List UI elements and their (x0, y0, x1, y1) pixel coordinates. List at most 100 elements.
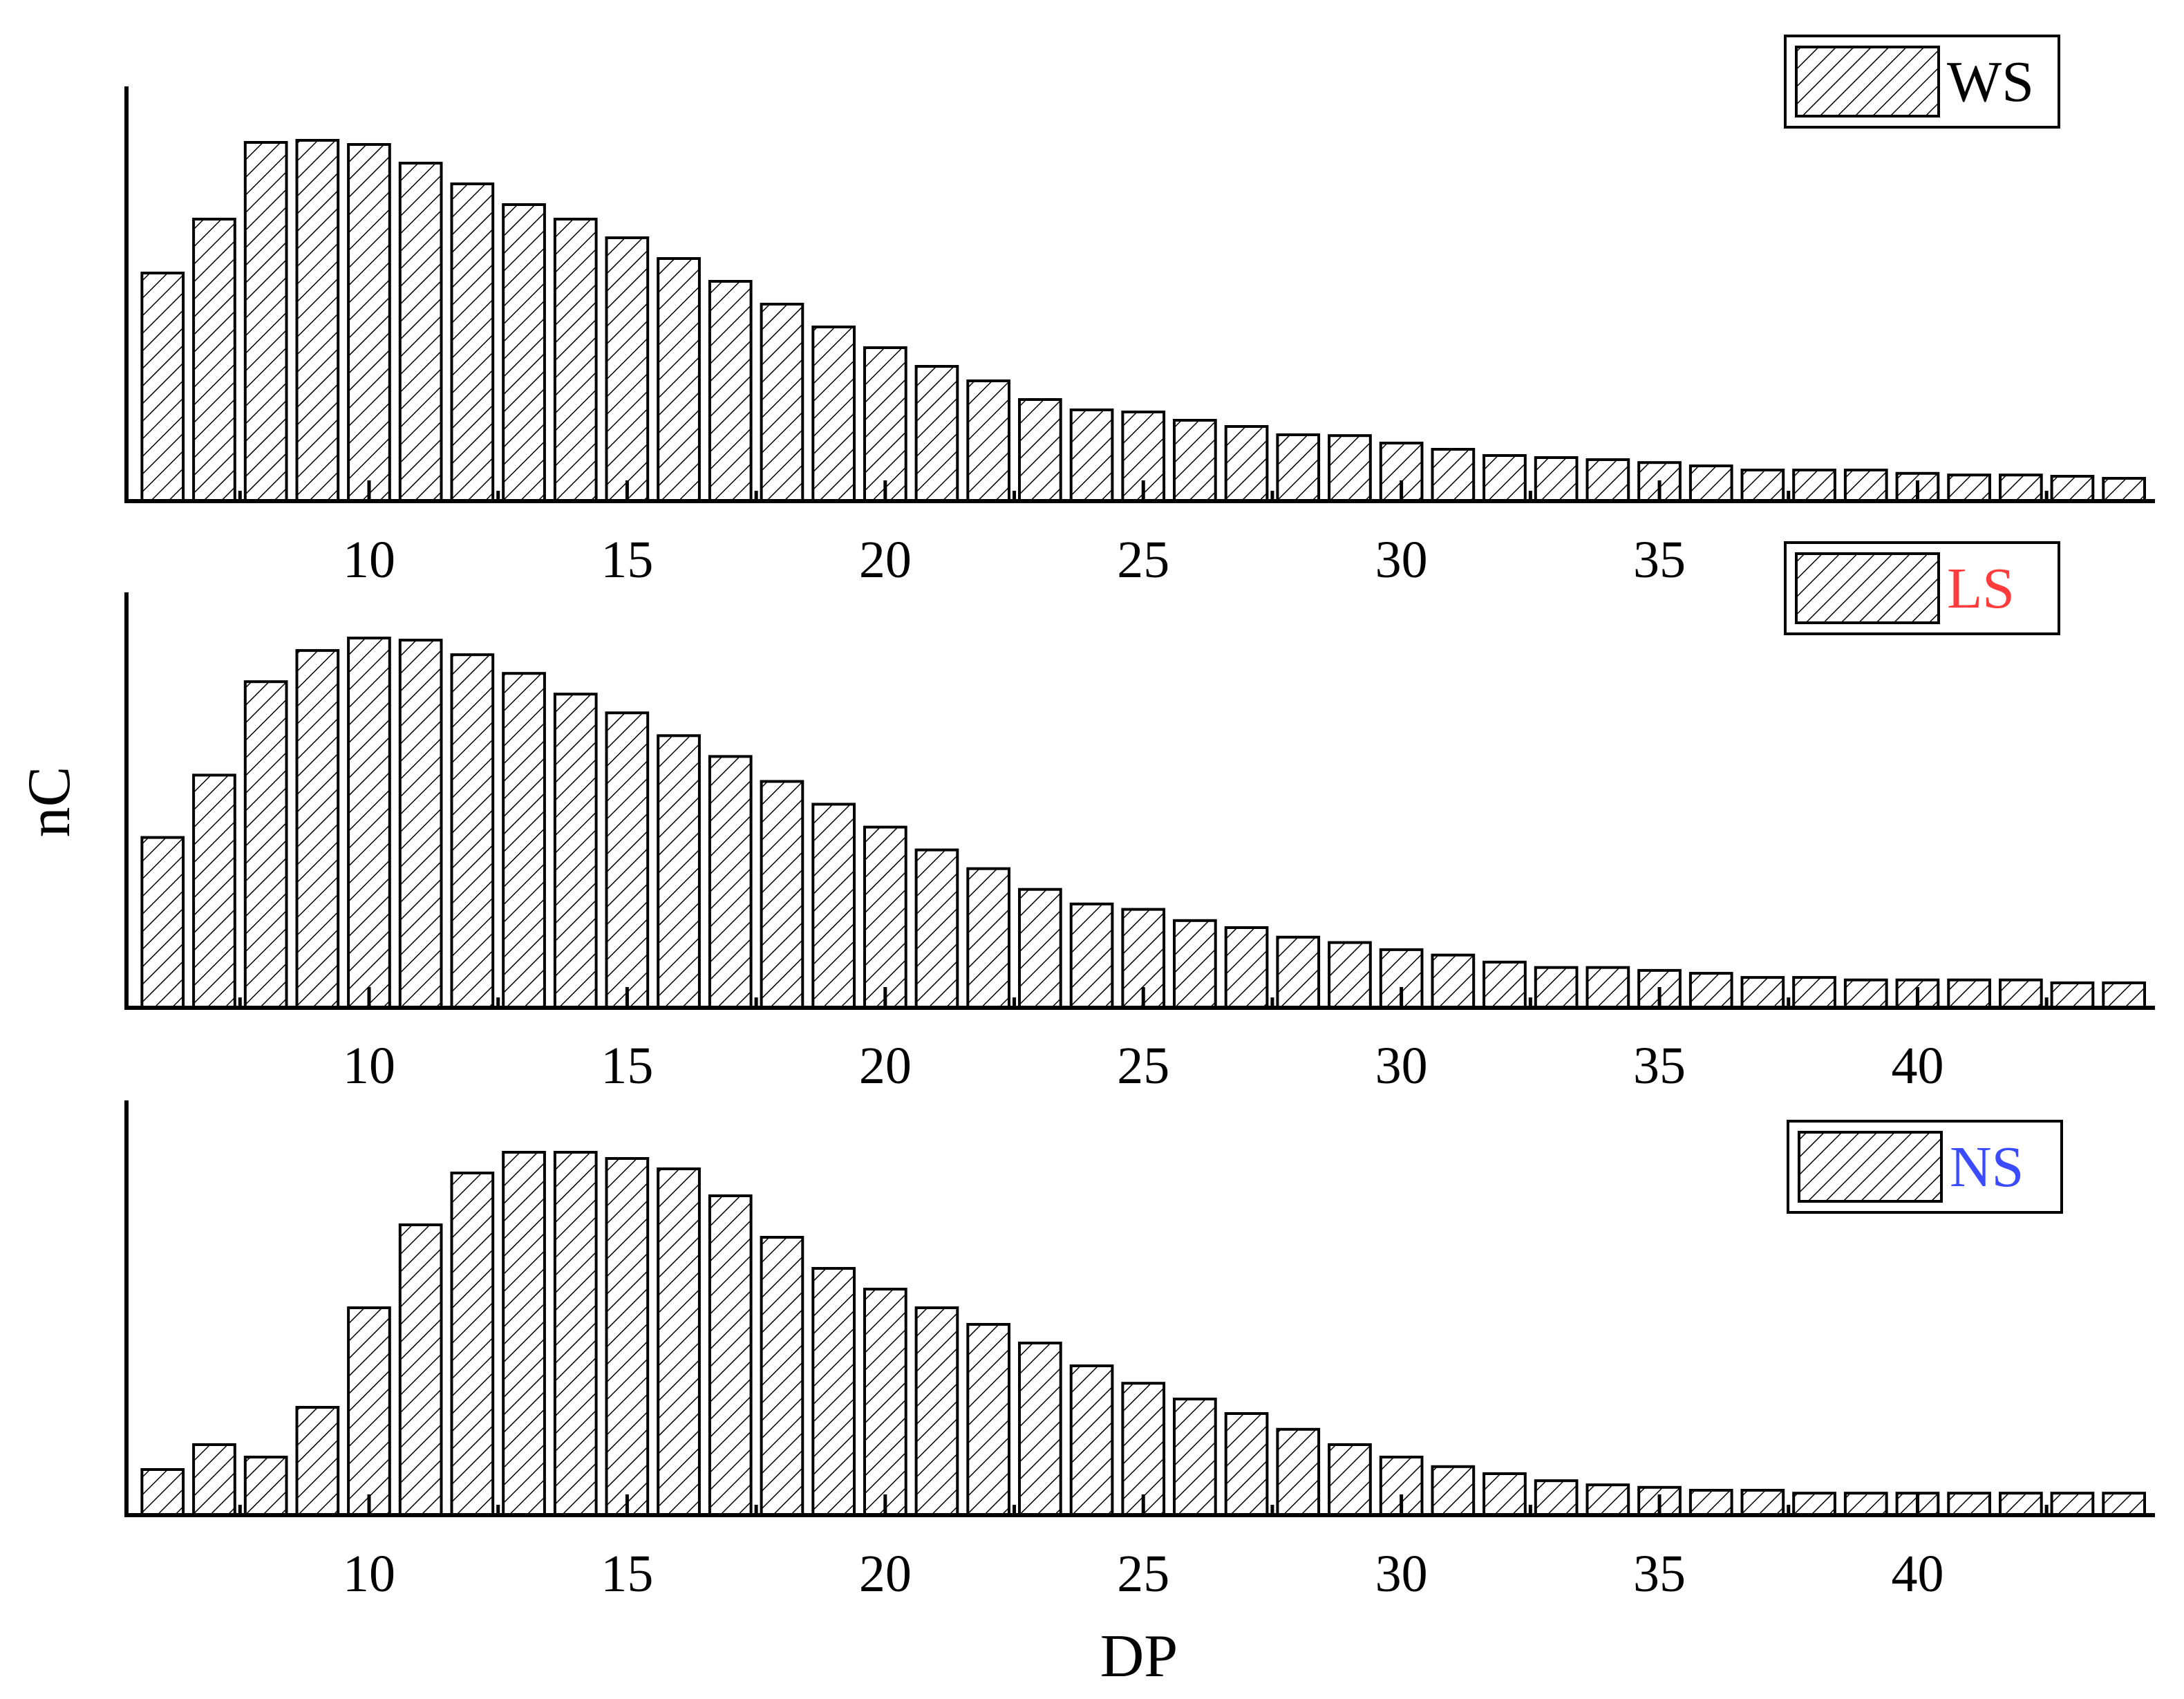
y-axis-title: nC (16, 767, 83, 838)
legend-ns: NS (1787, 1120, 2063, 1214)
panel-ls: 10 15 20 25 30 35 40 LS (124, 541, 2155, 1095)
bar-ls-dp9 (295, 649, 340, 1009)
bar-ws-dp33 (1534, 456, 1579, 503)
bar-ls-dp15 (605, 711, 650, 1010)
bar-ns-dp6 (140, 1468, 185, 1517)
bar-ls-dp8 (243, 680, 288, 1009)
bar-ns-dp25 (1121, 1382, 1166, 1517)
bar-ns-dp32 (1482, 1472, 1527, 1517)
bar-ws-dp43 (2050, 475, 2095, 503)
legend-label-ls: LS (1947, 556, 2015, 621)
bar-ns-dp29 (1328, 1443, 1372, 1517)
bar-ns-dp34 (1585, 1483, 1630, 1517)
x-tick-label-20: 20 (859, 1545, 912, 1603)
panel-ns: 10 15 20 25 30 35 40 NS (124, 1100, 2155, 1603)
panels-layer: 10 15 20 25 30 35 40 WS 10 15 20 25 30 35 40 LS 10 15 20 25… (124, 35, 2155, 1603)
bar-ls-dp29 (1328, 941, 1372, 1009)
bar-ns-dp36 (1688, 1489, 1733, 1517)
x-tick-label-15: 15 (601, 1037, 653, 1095)
bar-ws-dp7 (192, 218, 236, 503)
bar-ws-dp14 (553, 218, 598, 503)
bar-ls-dp6 (140, 836, 185, 1009)
bar-ls-dp23 (1018, 888, 1062, 1009)
legend-swatch (1795, 552, 1940, 624)
bar-ns-dp24 (1069, 1364, 1114, 1517)
bar-ns-dp13 (502, 1151, 546, 1517)
bar-ws-dp21 (914, 365, 959, 503)
bar-ws-dp8 (243, 141, 288, 503)
bar-ls-dp16 (657, 734, 701, 1010)
bar-ls-dp13 (502, 672, 546, 1009)
legend-swatch (1795, 46, 1940, 118)
bar-ns-dp43 (2050, 1492, 2095, 1517)
bar-ls-dp10 (347, 637, 391, 1009)
bar-ns-dp26 (1173, 1398, 1217, 1517)
bar-ns-dp11 (398, 1223, 443, 1517)
bar-ls-dp17 (708, 755, 753, 1010)
x-tick-label-25: 25 (1117, 531, 1169, 589)
bar-ws-dp19 (811, 326, 856, 503)
bar-ws-dp26 (1173, 419, 1217, 503)
bar-ws-dp42 (1999, 473, 2043, 503)
bar-ns-dp7 (192, 1443, 236, 1517)
bar-ns-dp37 (1740, 1489, 1785, 1517)
bar-ns-dp14 (553, 1151, 598, 1517)
legend-swatch (1798, 1131, 1943, 1203)
bar-ls-dp24 (1069, 902, 1114, 1010)
x-tick-label-10: 10 (343, 531, 395, 589)
bar-ws-dp31 (1431, 448, 1476, 503)
bar-ws-dp17 (708, 280, 753, 503)
bar-ws-dp16 (657, 257, 701, 503)
bar-ws-dp12 (450, 182, 495, 503)
bar-ls-dp21 (914, 848, 959, 1009)
legend-label-ws: WS (1947, 50, 2034, 114)
bar-ws-dp22 (966, 379, 1011, 503)
bar-ws-dp13 (502, 203, 546, 503)
bar-ws-dp34 (1585, 458, 1630, 503)
bar-ws-dp18 (760, 303, 804, 503)
bar-ls-dp34 (1585, 966, 1630, 1009)
bar-ws-dp32 (1482, 454, 1527, 503)
bar-ls-dp19 (811, 802, 856, 1009)
bar-ws-dp20 (863, 346, 907, 503)
bar-ws-dp23 (1018, 398, 1062, 503)
x-tick-label-30: 30 (1375, 1545, 1428, 1603)
bar-ns-dp9 (295, 1406, 340, 1517)
bar-ws-dp27 (1224, 425, 1269, 503)
x-tick-label-30: 30 (1375, 531, 1428, 589)
bar-ns-dp20 (863, 1288, 907, 1517)
bar-ls-dp20 (863, 825, 907, 1009)
bar-ls-dp11 (398, 639, 443, 1009)
x-tick-label-40: 40 (1891, 1037, 1943, 1095)
bar-ls-dp38 (1792, 976, 1836, 1009)
bar-ws-dp41 (1947, 473, 1992, 503)
x-tick-label-10: 10 (343, 1037, 395, 1095)
bar-ls-dp37 (1740, 976, 1785, 1009)
bar-ns-dp41 (1947, 1492, 1992, 1517)
legend-ws: WS (1784, 35, 2060, 129)
bar-ls-dp41 (1947, 978, 1992, 1009)
bar-ns-dp23 (1018, 1342, 1062, 1517)
legend-ls: LS (1784, 541, 2060, 635)
x-tick-label-15: 15 (601, 1545, 653, 1603)
bar-ls-dp32 (1482, 960, 1527, 1010)
x-tick-label-25: 25 (1117, 1037, 1169, 1095)
bar-ns-dp27 (1224, 1412, 1269, 1517)
bar-ls-dp12 (450, 653, 495, 1009)
bar-ws-dp44 (2102, 477, 2147, 503)
bar-ns-dp16 (657, 1167, 701, 1517)
legend-label-ns: NS (1950, 1135, 2024, 1199)
x-tick-label-40: 40 (1891, 1545, 1943, 1603)
x-tick-label-35: 35 (1633, 531, 1686, 589)
bar-ls-dp28 (1276, 935, 1321, 1010)
bar-ns-dp21 (914, 1306, 959, 1517)
x-tick-label-25: 25 (1117, 1545, 1169, 1603)
bar-ws-dp36 (1688, 464, 1733, 503)
bar-ns-dp10 (347, 1306, 391, 1517)
bar-ls-dp39 (1843, 978, 1888, 1009)
bar-ls-dp36 (1688, 972, 1733, 1009)
bar-ns-dp12 (450, 1172, 495, 1517)
bar-ns-dp28 (1276, 1427, 1321, 1517)
bar-ws-dp39 (1843, 469, 1888, 503)
bar-ns-dp39 (1843, 1492, 1888, 1517)
